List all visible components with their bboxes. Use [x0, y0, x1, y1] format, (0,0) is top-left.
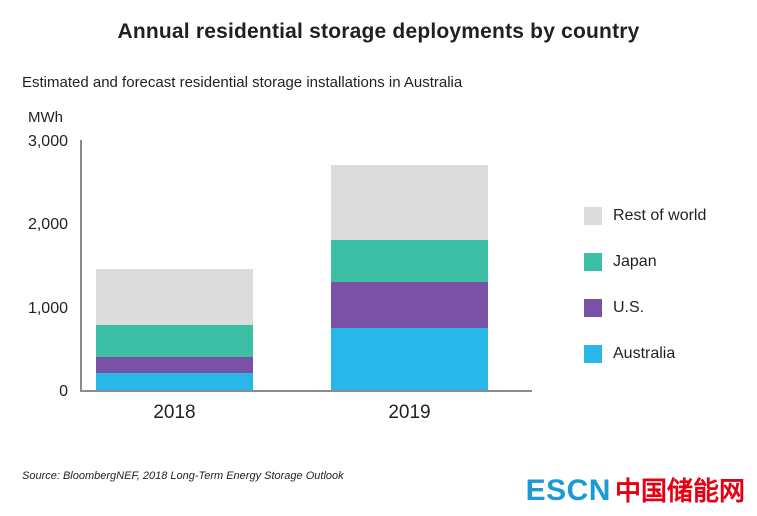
y-tick-label-1000: 1,000: [27, 299, 68, 317]
legend-item-rest-of-world: Rest of world: [584, 206, 706, 226]
chart-area: 0 1,000 2,000 3,000 2018 2019 Rest of world J…: [0, 133, 757, 423]
x-category-label-2018: 2018: [153, 402, 196, 423]
y-tick-label-0: 0: [59, 383, 68, 400]
y-axis-unit-label: MWh: [28, 109, 63, 126]
legend-label-u-s: U.S.: [613, 299, 645, 316]
chart-subtitle: Estimated and forecast residential stora…: [22, 74, 463, 91]
segment-u-s-2018: [96, 356, 253, 374]
segment-rest-of-world-2019: [331, 165, 488, 241]
y-tick-label-3000: 3,000: [27, 133, 68, 150]
segment-japan-2018: [96, 325, 253, 357]
chart-title: Annual residential storage deployments b…: [117, 20, 640, 43]
source-note: Source: BloombergNEF, 2018 Long-Term Ene…: [22, 470, 344, 482]
bar-2018: 2018: [96, 140, 253, 423]
escn-logo-latin: ESCN: [525, 474, 611, 507]
legend-label-japan: Japan: [613, 253, 657, 270]
y-tick-label-2000: 2,000: [27, 216, 68, 234]
segment-rest-of-world-2018: [96, 269, 253, 326]
segment-u-s-2019: [331, 281, 488, 328]
segment-japan-2019: [331, 240, 488, 282]
escn-logo: ESCN 中国储能网: [526, 471, 745, 508]
bar-stack-2018: [96, 269, 253, 390]
legend-item-japan: Japan: [584, 252, 706, 272]
legend-item-u-s: U.S.: [584, 298, 706, 318]
segment-australia-2018: [96, 373, 253, 390]
legend-swatch-rest-of-world: [584, 207, 602, 225]
y-axis: 0 1,000 2,000 3,000: [0, 133, 80, 400]
legend-swatch-australia: [584, 345, 602, 363]
bar-2019: 2019: [331, 140, 488, 423]
segment-australia-2019: [331, 327, 488, 390]
legend-label-australia: Australia: [613, 345, 676, 362]
bar-stack-2019: [331, 165, 488, 390]
legend: Rest of world Japan U.S. Australia: [584, 206, 706, 390]
escn-logo-chinese: 中国储能网: [614, 476, 745, 506]
legend-label-rest-of-world: Rest of world: [613, 207, 707, 224]
legend-item-australia: Australia: [584, 344, 706, 364]
x-category-label-2019: 2019: [388, 402, 431, 423]
legend-swatch-u-s: [584, 299, 602, 317]
legend-swatch-japan: [584, 253, 602, 271]
plot-area: 2018 2019: [80, 140, 532, 423]
